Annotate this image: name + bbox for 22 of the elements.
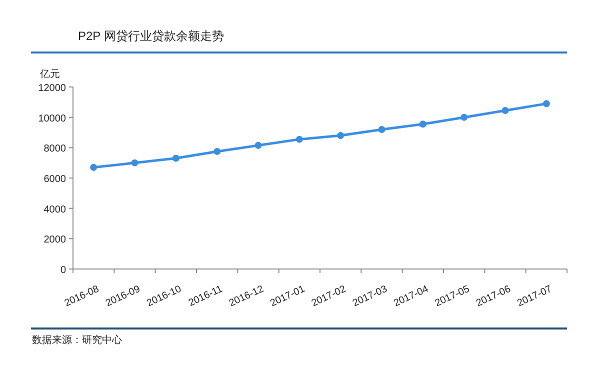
point: [378, 126, 386, 133]
y-tick-label: 12000: [38, 83, 66, 94]
point: [502, 107, 509, 114]
y-tick-label: 2000: [44, 234, 66, 246]
y-tick-label: 0: [60, 265, 66, 276]
y-tick-label: 6000: [44, 174, 66, 185]
point: [296, 136, 303, 143]
point: [214, 148, 221, 155]
point: [419, 120, 426, 128]
y-tick-label: 10000: [38, 113, 66, 124]
point: [542, 100, 550, 108]
point: [254, 142, 262, 149]
source-note: 数据来源：研究中心: [32, 334, 122, 346]
point: [337, 132, 344, 140]
point: [460, 114, 468, 121]
y-tick-label: 8000: [44, 144, 66, 155]
y-axis-title: 亿元: [39, 69, 60, 80]
point: [131, 159, 138, 166]
point: [172, 154, 180, 162]
y-tick-label: 4000: [44, 204, 66, 216]
chart-title: P2P 网贷行业贷款余额走势: [78, 29, 224, 43]
point: [90, 164, 98, 171]
